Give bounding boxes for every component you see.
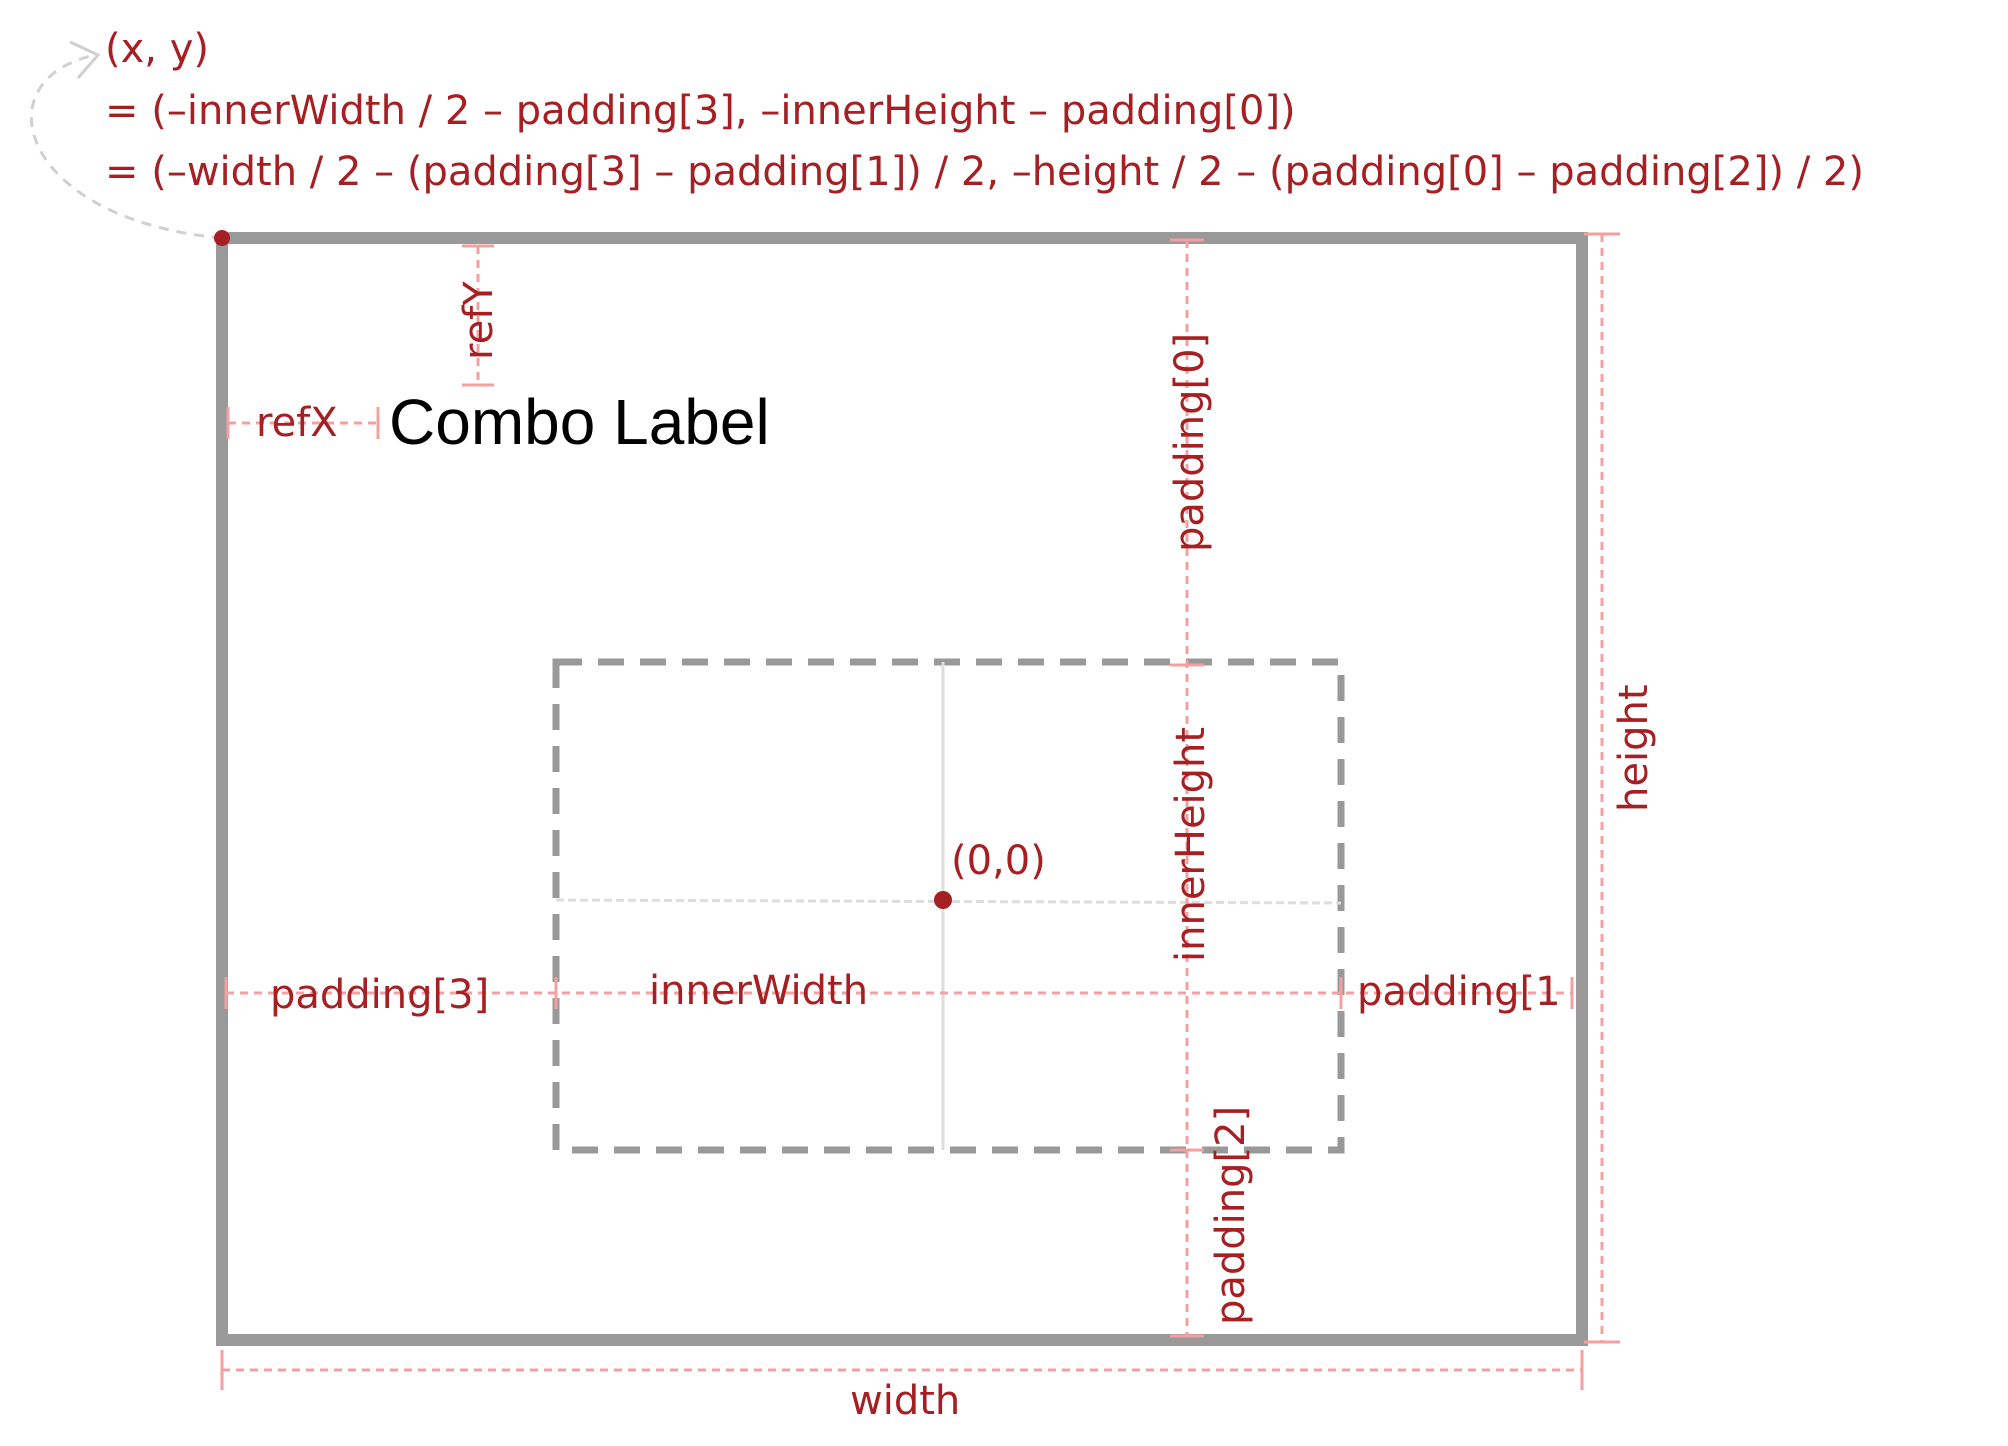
formula-line-3: = (–width / 2 – (padding[3] – padding[1]… — [105, 149, 1864, 195]
inner-box — [552, 658, 1345, 1154]
top-left-point — [214, 230, 230, 246]
padding-vertical-dimension — [1170, 238, 1204, 1338]
height-label: height — [1611, 685, 1657, 813]
padding-2-label: padding[2] — [1208, 1106, 1254, 1325]
width-dimension — [220, 1350, 1584, 1390]
width-label: width — [850, 1378, 960, 1424]
origin-label: (0,0) — [951, 838, 1046, 884]
formula-line-2: = (–innerWidth / 2 – padding[3], –innerH… — [105, 88, 1296, 134]
combo-label: Combo Label — [389, 386, 770, 458]
ref-y-label: refY — [456, 281, 502, 360]
ref-y-dimension — [462, 244, 494, 387]
ref-x-label: refX — [256, 400, 338, 446]
origin-point — [934, 891, 952, 909]
curved-arrow — [29, 53, 223, 240]
padding-0-label: padding[0] — [1167, 333, 1213, 552]
arrow-head-icon — [69, 40, 101, 79]
padding-1-label: padding[1 — [1357, 969, 1561, 1015]
inner-height-label: innerHeight — [1168, 727, 1214, 962]
height-dimension — [1584, 232, 1620, 1344]
outer-box — [216, 232, 1588, 1346]
padding-3-label: padding[3] — [270, 972, 489, 1018]
crosshair-horizontal — [555, 898, 1342, 905]
inner-width-label: innerWidth — [649, 968, 868, 1014]
formula-line-1: (x, y) — [105, 26, 209, 72]
padding-horizontal-dimension — [224, 977, 1574, 1009]
ref-x-dimension — [226, 407, 380, 439]
